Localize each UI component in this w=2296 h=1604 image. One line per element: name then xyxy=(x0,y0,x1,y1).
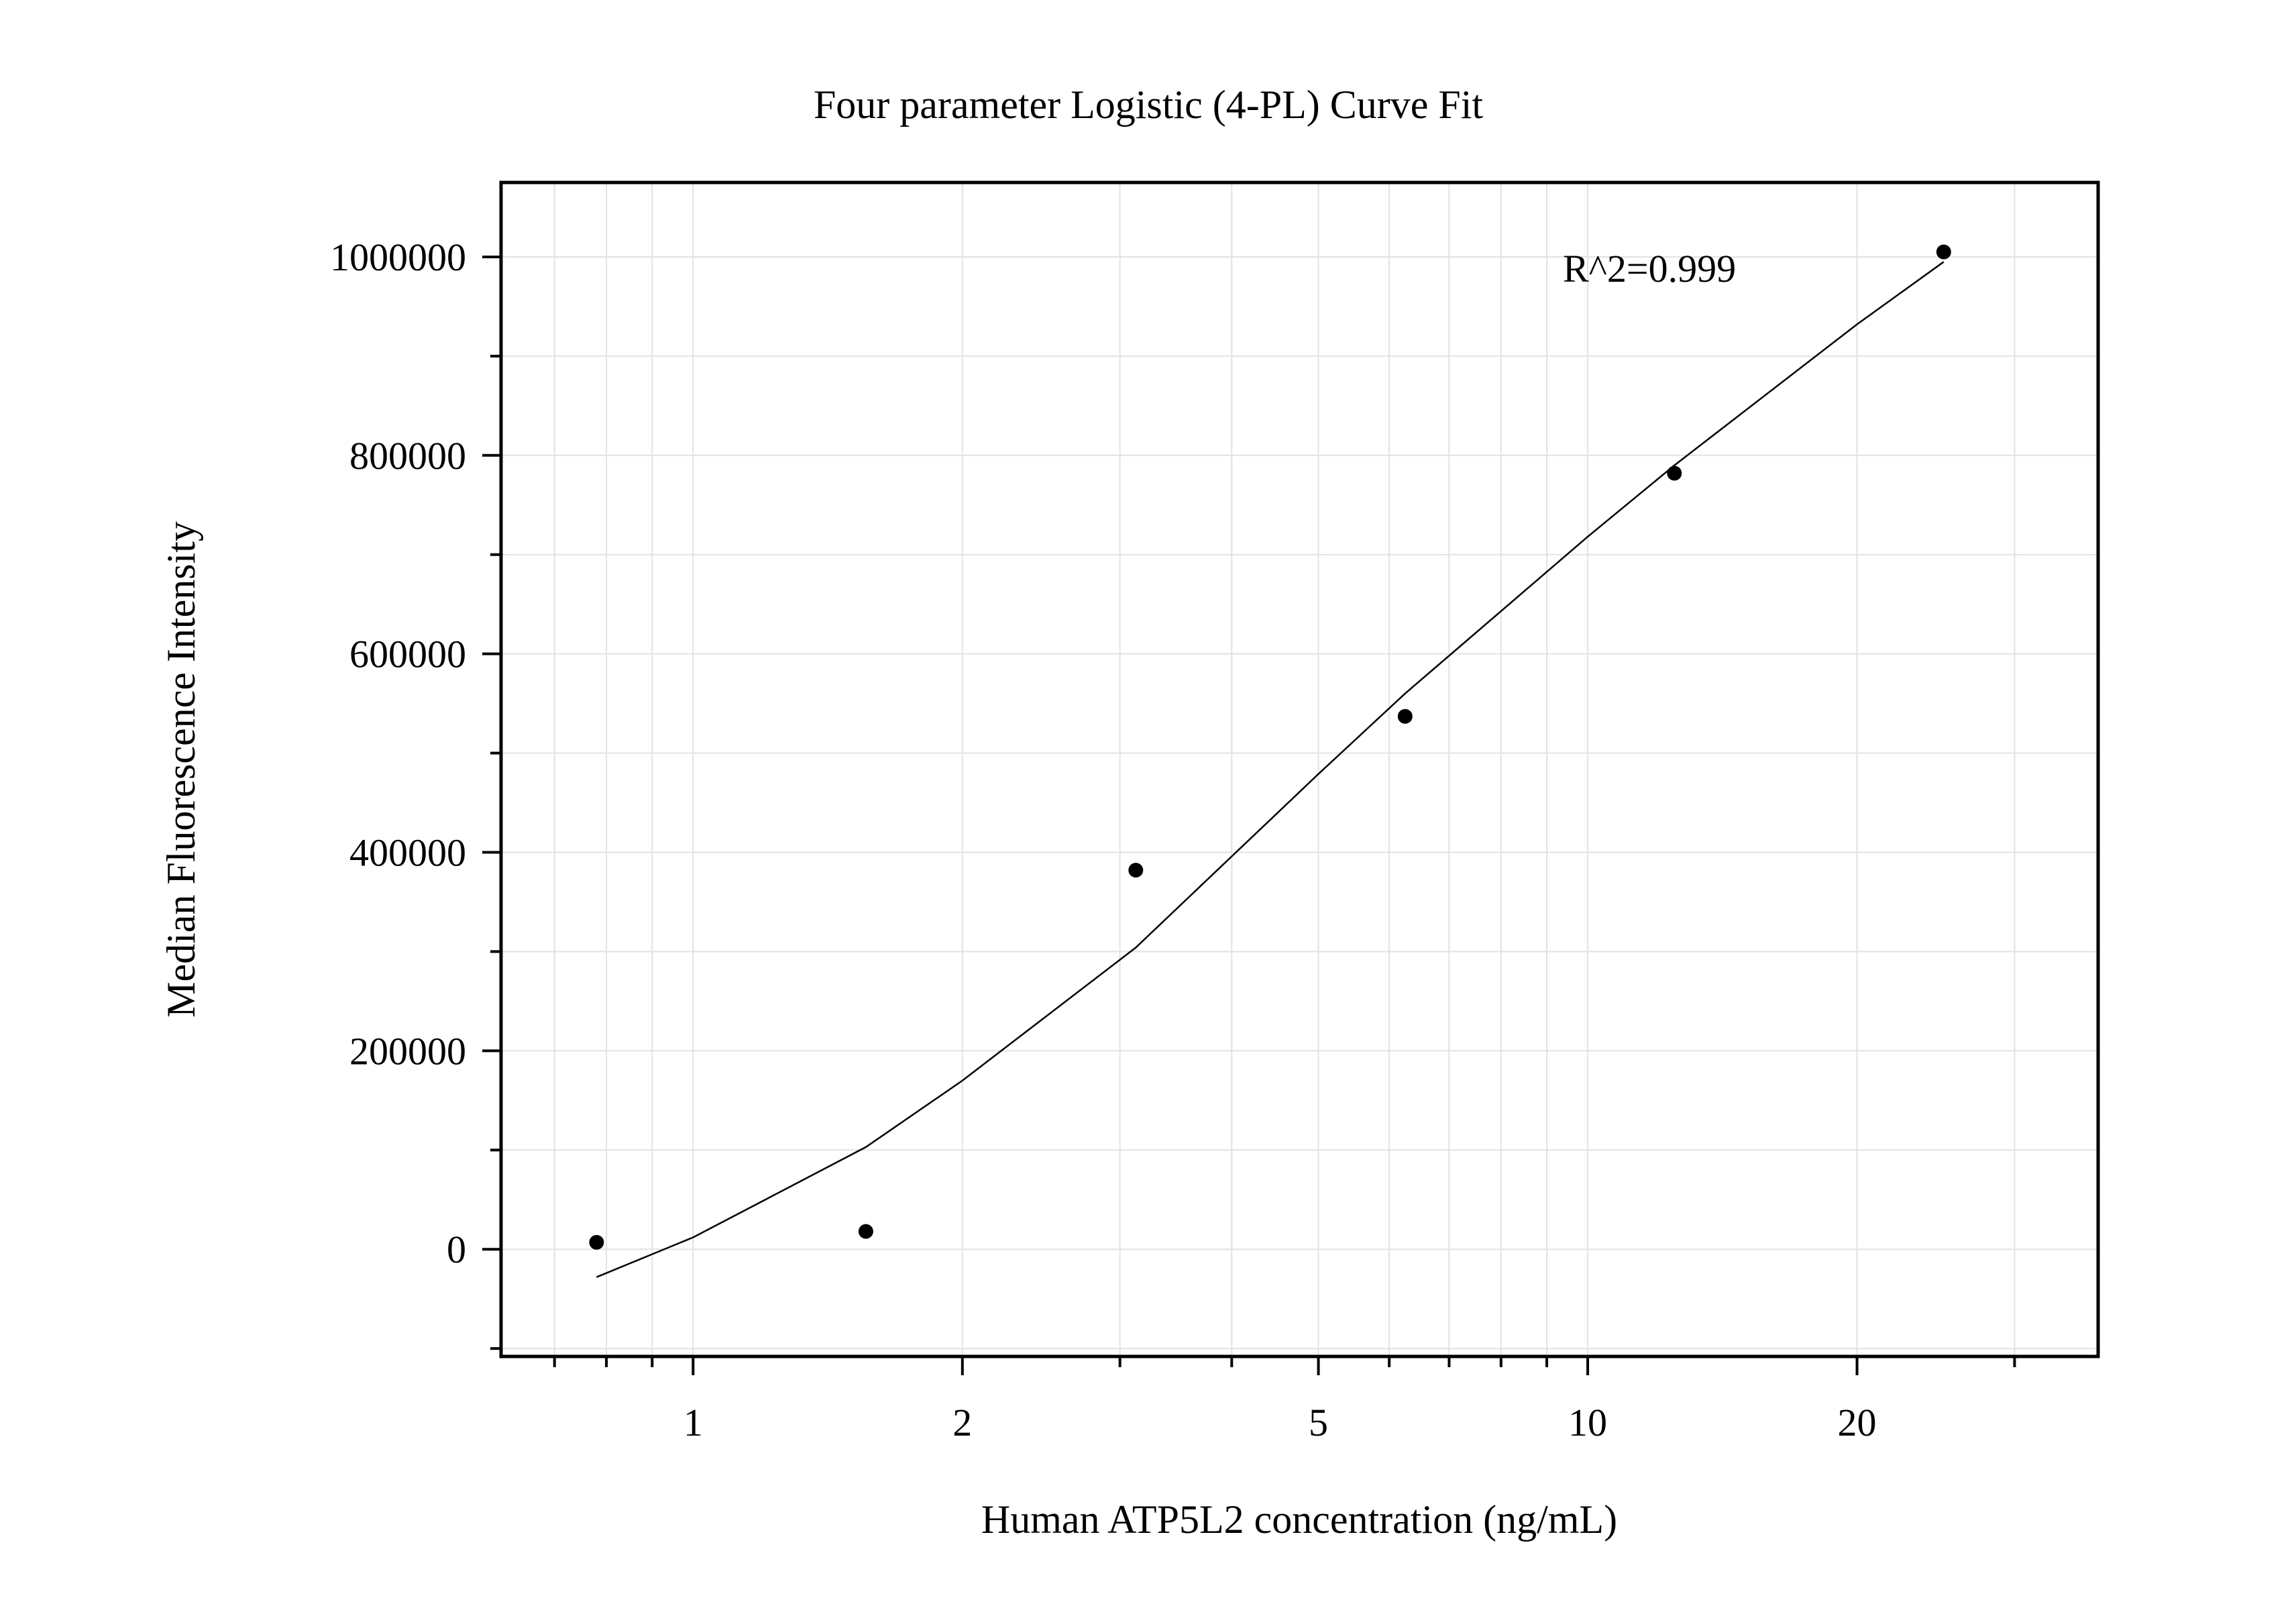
data-point xyxy=(589,1234,604,1250)
y-tick-label: 400000 xyxy=(349,831,466,875)
data-point xyxy=(1397,708,1413,724)
chart-title: Four parameter Logistic (4-PL) Curve Fit xyxy=(814,83,1483,127)
y-tick-label: 1000000 xyxy=(330,235,466,279)
x-tick-labels: 1 2 5 10 20 xyxy=(684,1401,1877,1444)
x-axis-label: Human ATP5L2 concentration (ng/mL) xyxy=(981,1497,1617,1542)
fit-curve xyxy=(596,261,1945,1278)
y-tick-label: 800000 xyxy=(349,434,466,478)
x-tick-label: 5 xyxy=(1309,1401,1328,1444)
series-layer xyxy=(589,244,1951,1278)
x-tick-label: 20 xyxy=(1838,1401,1877,1444)
data-point xyxy=(858,1224,873,1239)
x-tick-label: 1 xyxy=(684,1401,703,1444)
data-point xyxy=(1128,863,1144,878)
y-tick-labels: 0 200000 400000 600000 800000 1000000 xyxy=(330,235,466,1271)
grid xyxy=(501,182,2098,1356)
data-point xyxy=(1936,244,1951,260)
data-point xyxy=(1667,466,1682,481)
axis-ticks xyxy=(482,255,2016,1375)
y-axis-label: Median Fluorescence Intensity xyxy=(159,521,203,1018)
x-tick-label: 10 xyxy=(1568,1401,1607,1444)
y-tick-label: 200000 xyxy=(349,1029,466,1073)
y-tick-label: 0 xyxy=(447,1228,466,1271)
plot-frame xyxy=(499,180,2100,1358)
y-tick-label: 600000 xyxy=(349,633,466,676)
r-squared-annotation: R^2=0.999 xyxy=(1563,247,1736,290)
x-tick-label: 2 xyxy=(952,1401,972,1444)
